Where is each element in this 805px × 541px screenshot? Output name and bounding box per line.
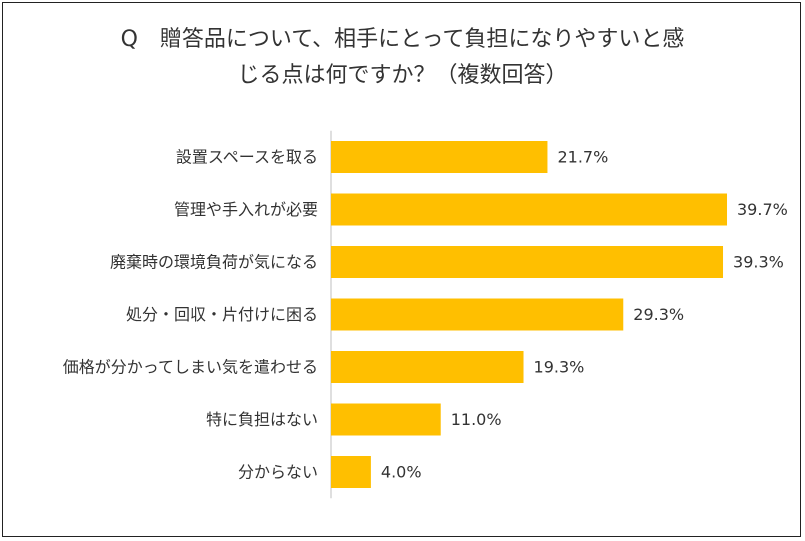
chart-title-line-1: Q 贈答品について、相手にとって負担になりやすいと感 — [120, 27, 685, 52]
data-label: 19.3% — [534, 358, 585, 377]
bar — [331, 246, 724, 278]
data-label: 11.0% — [451, 410, 502, 429]
bar — [331, 403, 441, 436]
category-label: 価格が分かってしまい気を遣わせる — [63, 358, 318, 377]
data-label: 29.3% — [633, 305, 684, 324]
bar — [331, 193, 728, 226]
bar — [331, 456, 371, 488]
bar — [331, 141, 548, 173]
category-label: 特に負担はない — [206, 410, 318, 429]
data-label: 4.0% — [381, 463, 422, 482]
data-label: 21.7% — [557, 148, 608, 167]
data-label: 39.3% — [733, 253, 784, 272]
category-label: 設置スペースを取る — [176, 148, 318, 167]
chart-title-line-2: じる点は何ですか？（複数回答） — [237, 63, 568, 88]
category-label: 管理や手入れが必要 — [174, 200, 318, 219]
category-label: 処分・回収・片付けに困る — [126, 305, 318, 324]
chart-title: Q 贈答品について、相手にとって負担になりやすいと感 じる点は何ですか？（複数回… — [0, 22, 805, 94]
bar — [331, 351, 524, 383]
data-label: 39.7% — [737, 200, 788, 219]
category-label: 廃棄時の環境負荷が気になる — [110, 253, 318, 272]
bar — [331, 298, 624, 331]
category-label: 分からない — [238, 463, 318, 482]
